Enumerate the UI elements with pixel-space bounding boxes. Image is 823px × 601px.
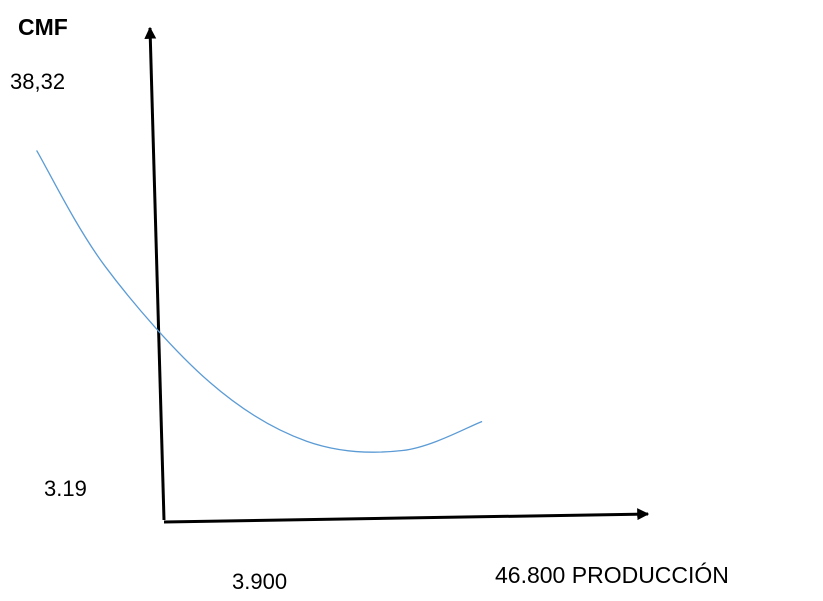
x-tick-max: 46.800 [495, 562, 566, 588]
x-axis [163, 508, 650, 524]
x-axis-label: PRODUCCIÓN [571, 562, 729, 588]
y-axis [144, 26, 166, 521]
y-tick-max: 38,32 [10, 69, 66, 94]
x-tick-min: 3.900 [232, 569, 288, 594]
x-tick-max-and-label: 46.800 PRODUCCIÓN [495, 564, 729, 587]
y-tick-min: 3.19 [44, 478, 87, 497]
y-axis-label: CMF [18, 14, 68, 40]
cmf-curve [36, 150, 483, 453]
